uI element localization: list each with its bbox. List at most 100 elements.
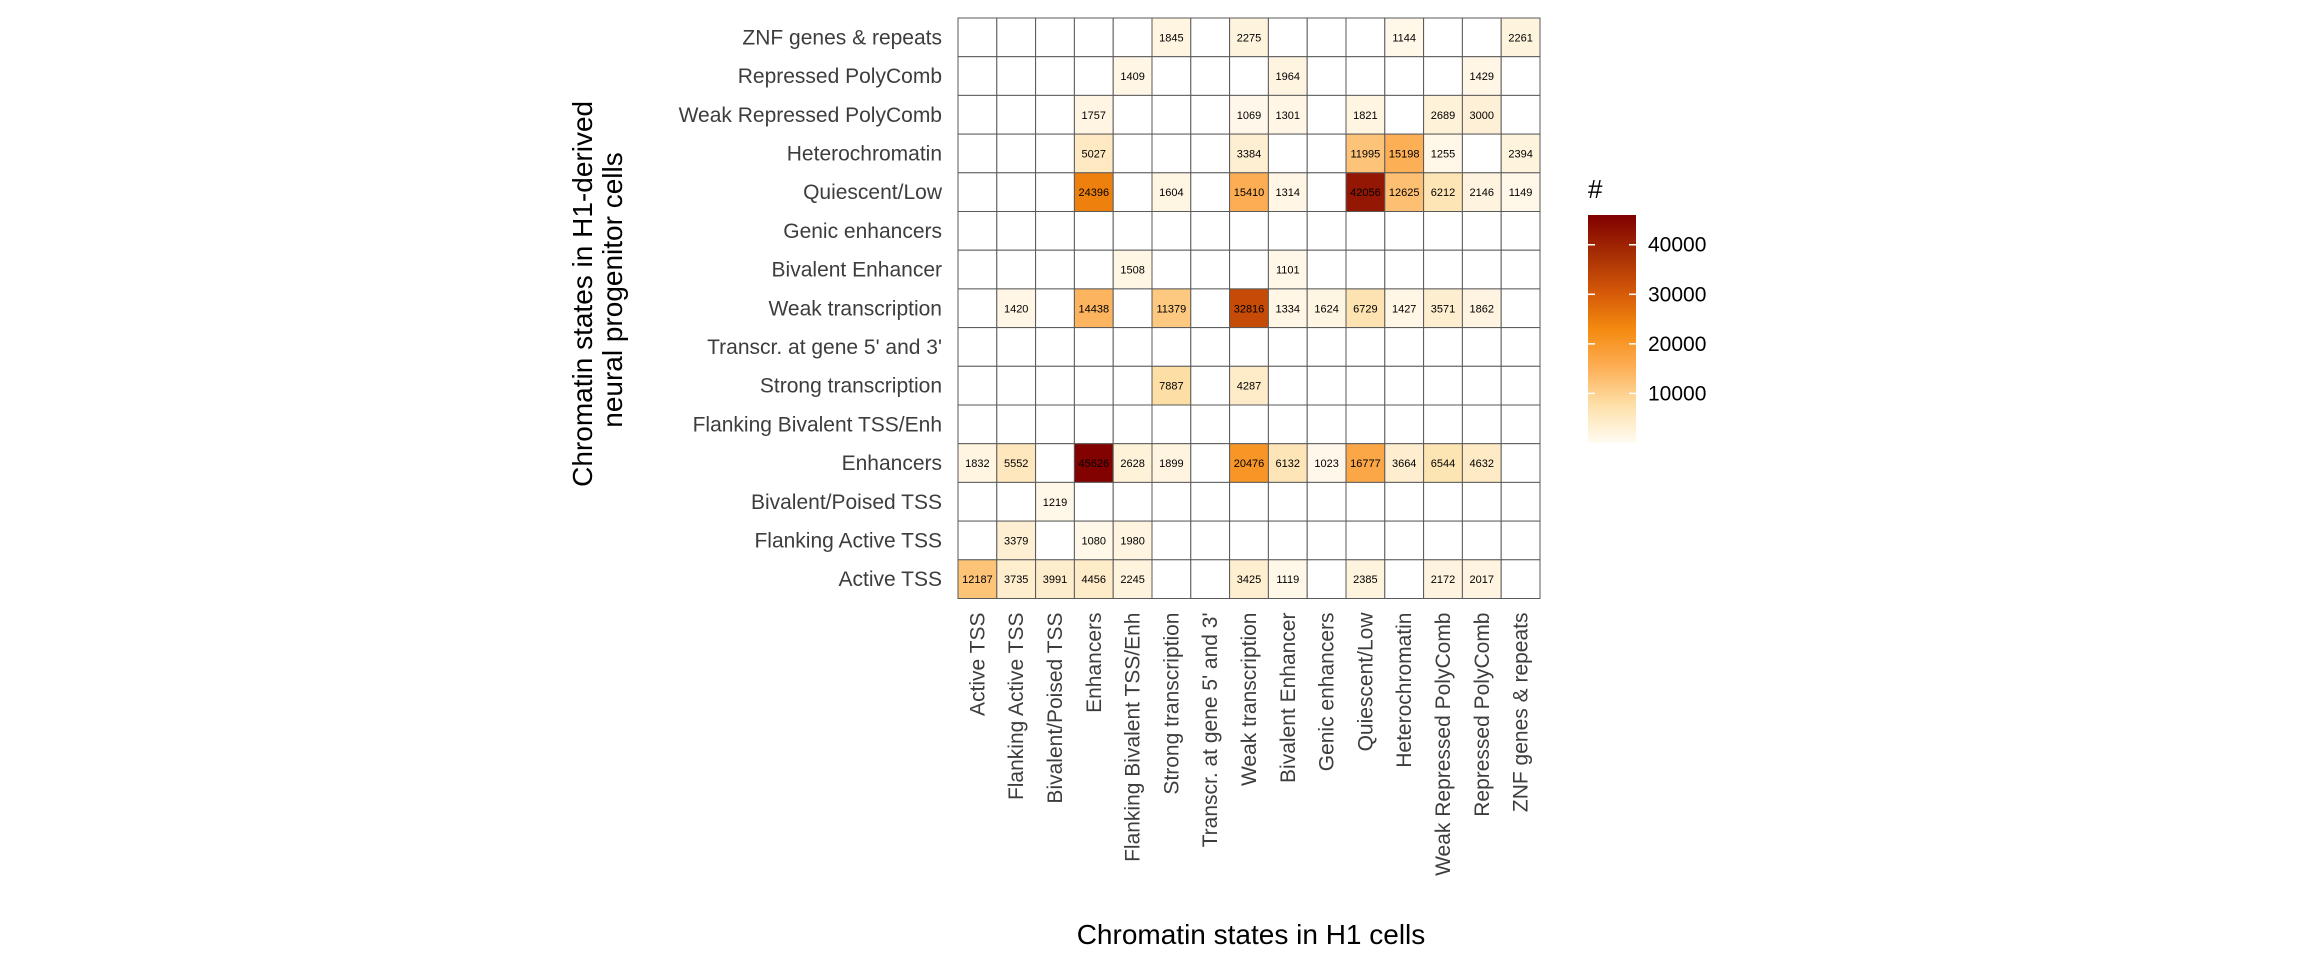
heatmap-cell (1112, 249, 1153, 290)
heatmap-cell (1345, 288, 1386, 329)
heatmap-cell (1151, 56, 1192, 96)
heatmap-cell (1190, 211, 1231, 251)
heatmap-cell (1306, 56, 1347, 96)
heatmap-cell (1073, 133, 1114, 174)
heatmap-cell (1461, 17, 1502, 58)
cell-value-label: 1757 (1082, 110, 1106, 122)
heatmap-cell (1035, 520, 1075, 561)
cell-value-label: 1899 (1159, 458, 1183, 470)
cell-value-label: 4287 (1237, 381, 1261, 393)
colorbar-ticks: 10000 20000 30000 40000 (1588, 234, 1706, 405)
x-axis-tick-labels: Active TSS Flanking Active TSS Bivalent/Po… (966, 612, 1532, 876)
heatmap-cell (1035, 133, 1075, 174)
cell-value-label: 2261 (1508, 32, 1532, 44)
cell-value-label: 6212 (1431, 187, 1455, 199)
heatmap-cell (1190, 17, 1231, 58)
heatmap-cell (1306, 559, 1347, 599)
heatmap-cell (996, 94, 1037, 135)
heatmap-cell (1190, 365, 1231, 406)
heatmap-cell (1345, 249, 1386, 290)
heatmap-cell (1229, 17, 1269, 58)
cell-value-label: 2245 (1120, 574, 1144, 586)
heatmap-cell (1461, 327, 1502, 367)
heatmap-cell (1461, 481, 1502, 522)
y-axis-title-line-1: Chromatin states in H1-derived (567, 101, 598, 487)
heatmap-cell (1112, 172, 1153, 213)
heatmap-cell (1229, 481, 1269, 522)
heatmap-cell (1190, 94, 1231, 135)
cell-value-label: 2689 (1431, 110, 1455, 122)
cell-value-label: 6729 (1353, 303, 1377, 315)
heatmap-cell (1423, 211, 1463, 251)
heatmap-cell (957, 288, 998, 329)
heatmap-cell (1461, 56, 1502, 96)
heatmap-cell (1306, 211, 1347, 251)
heatmap-cell (1267, 481, 1308, 522)
heatmap-cells (957, 17, 1541, 599)
heatmap-cell (1267, 365, 1308, 406)
heatmap-cell (1112, 133, 1153, 174)
heatmap-cell (1229, 172, 1269, 213)
heatmap-cell (1073, 481, 1114, 522)
heatmap-cell (1500, 249, 1541, 290)
heatmap-cell (1151, 404, 1192, 445)
heatmap-cell (1073, 249, 1114, 290)
heatmap-cell (1112, 94, 1153, 135)
cell-value-label: 3425 (1237, 574, 1261, 586)
heatmap-cell (1500, 288, 1541, 329)
heatmap-cell (1500, 404, 1541, 445)
cell-value-label: 1427 (1392, 303, 1416, 315)
cell-value-label: 1832 (965, 458, 989, 470)
y-tick-label: Repressed PolyComb (738, 65, 942, 88)
heatmap-cell (1345, 404, 1386, 445)
heatmap-cell (1384, 94, 1425, 135)
heatmap-cell-labels: 1845 2275 1144 2261 1409 1964 1429 1757 1069 1301… (962, 32, 1533, 586)
heatmap-cell (1035, 365, 1075, 406)
heatmap-cell (1267, 172, 1308, 213)
heatmap-cell (1267, 211, 1308, 251)
heatmap-cell (1151, 172, 1192, 213)
heatmap-cell (1190, 133, 1231, 174)
heatmap-cell (1035, 327, 1075, 367)
cell-value-label: 1255 (1431, 148, 1455, 160)
y-tick-label: Flanking Bivalent TSS/Enh (693, 413, 942, 436)
heatmap-cell (1423, 365, 1463, 406)
heatmap-cell (1423, 56, 1463, 96)
cell-value-label: 5027 (1082, 148, 1106, 160)
x-tick-label: Enhancers (1083, 613, 1106, 713)
heatmap-cell (1461, 404, 1502, 445)
heatmap-cell (957, 520, 998, 561)
cell-value-label: 1821 (1353, 110, 1377, 122)
heatmap-cell (1073, 404, 1114, 445)
heatmap-cell (1345, 481, 1386, 522)
heatmap-cell (1073, 520, 1114, 561)
heatmap-cell (957, 94, 998, 135)
heatmap-cell (1345, 559, 1386, 599)
x-tick-label: Genic enhancers (1316, 613, 1339, 772)
heatmap-cell (1384, 559, 1425, 599)
heatmap-cell (1035, 249, 1075, 290)
heatmap-cell (1306, 172, 1347, 213)
heatmap-cell (1112, 404, 1153, 445)
cell-value-label: 2017 (1470, 574, 1494, 586)
heatmap-cell (957, 172, 998, 213)
x-tick-label: Transcr. at gene 5' and 3' (1199, 613, 1222, 848)
x-tick-label: Weak Repressed PolyComb (1432, 613, 1455, 876)
heatmap-cell (996, 559, 1037, 599)
cell-value-label: 20476 (1234, 458, 1265, 470)
heatmap-cell (1035, 172, 1075, 213)
heatmap-cell (1423, 481, 1463, 522)
cell-value-label: 2146 (1470, 187, 1494, 199)
heatmap-cell (1461, 443, 1502, 483)
heatmap-cell (1384, 249, 1425, 290)
heatmap-cell (1267, 17, 1308, 58)
heatmap-cell (1190, 481, 1231, 522)
colorbar-tick-label: 30000 (1648, 283, 1706, 306)
heatmap-cell (996, 172, 1037, 213)
heatmap-cell (1229, 327, 1269, 367)
cell-value-label: 16777 (1350, 458, 1381, 470)
heatmap-cell (1306, 249, 1347, 290)
heatmap-cell (1229, 443, 1269, 483)
heatmap-cell (1461, 133, 1502, 174)
heatmap-cell (1073, 211, 1114, 251)
